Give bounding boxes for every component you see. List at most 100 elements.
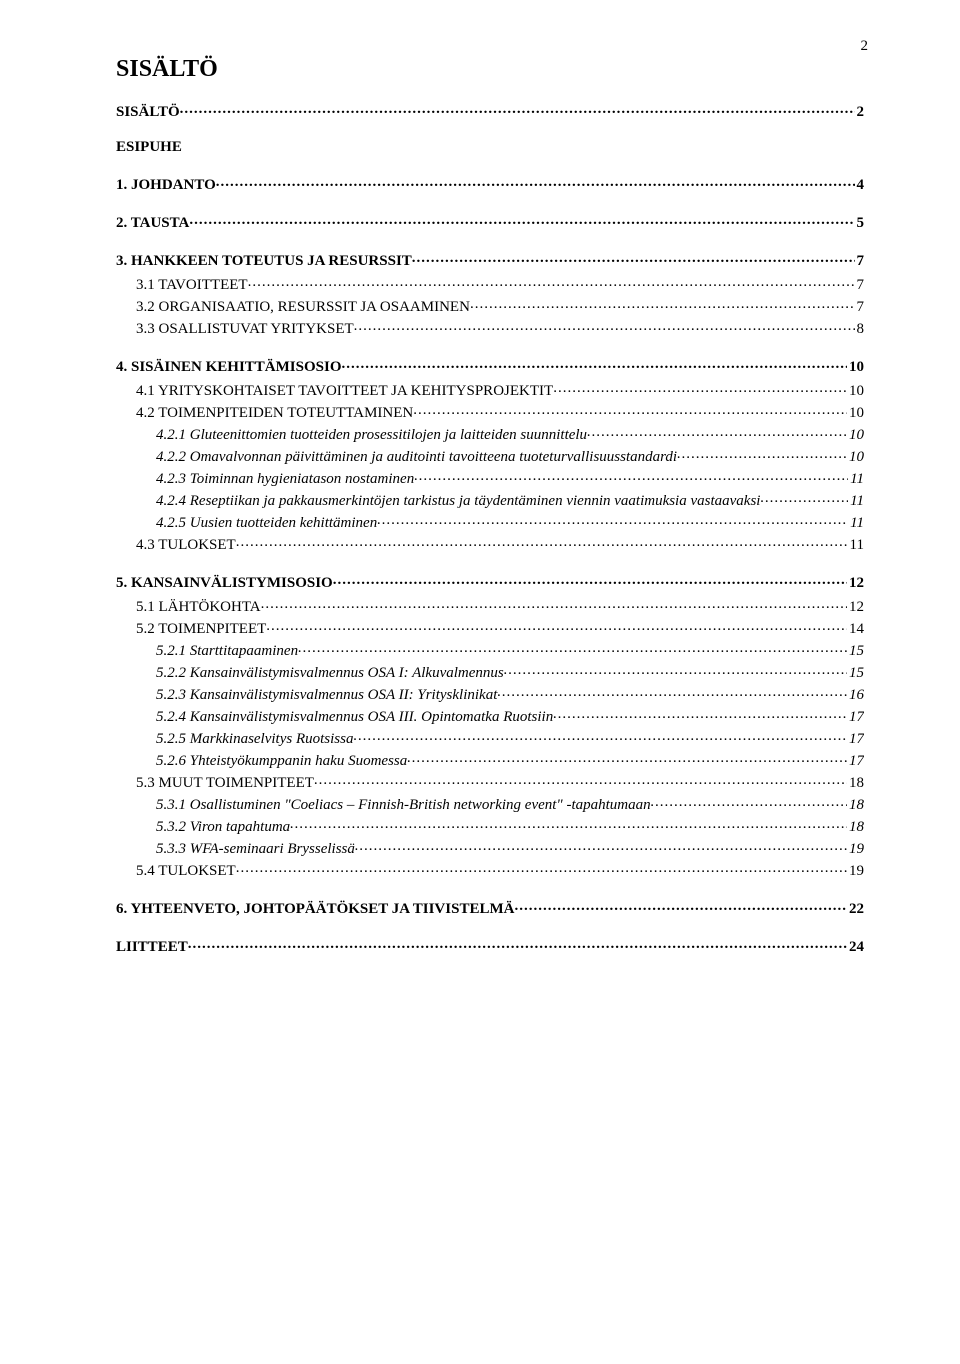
toc-label: 3.1 TAVOITTEET [136, 277, 248, 294]
toc-label: 5.3 MUUT TOIMENPITEET [136, 775, 314, 792]
toc-label: SISÄLTÖ [116, 104, 180, 121]
toc-label: 4.1 YRITYSKOHTAISET TAVOITTEET JA KEHITY… [136, 383, 553, 400]
toc-leader [553, 706, 847, 721]
toc-page: 18 [847, 819, 864, 836]
toc-label: 6. YHTEENVETO, JOHTOPÄÄTÖKSET JA TIIVIST… [116, 901, 514, 918]
toc-page: 10 [847, 359, 864, 376]
toc-label: 5. KANSAINVÄLISTYMISOSIO [116, 575, 333, 592]
toc-entry: 5.2 TOIMENPITEET14 [116, 618, 864, 638]
toc-page: 15 [847, 643, 864, 660]
toc-label: 5.4 TULOKSET [136, 863, 236, 880]
toc-label: 5.3.3 WFA-seminaari Brysselissä [156, 841, 355, 858]
toc-leader [514, 898, 847, 913]
toc-leader [266, 618, 847, 633]
toc-entry: 3.1 TAVOITTEET7 [116, 274, 864, 294]
toc-leader [407, 750, 847, 765]
toc-page: 16 [847, 687, 864, 704]
toc-entry: 5.3.2 Viron tapahtuma 18 [116, 816, 864, 836]
toc-page: 2 [855, 104, 865, 121]
toc-label: 5.2.2 Kansainvälistymisvalmennus OSA I: … [156, 665, 504, 682]
toc-label: 3.3 OSALLISTUVAT YRITYKSET [136, 321, 354, 338]
toc-page: 19 [847, 841, 864, 858]
toc-entry: 5.3 MUUT TOIMENPITEET 18 [116, 772, 864, 792]
toc-label: 2. TAUSTA [116, 215, 189, 232]
toc-entry: SISÄLTÖ 2 [116, 101, 864, 121]
toc-label: LIITTEET [116, 939, 188, 956]
document-title: SISÄLTÖ [116, 56, 864, 83]
toc-entry: 5.2.5 Markkinaselvitys Ruotsissa17 [116, 728, 864, 748]
toc-entry: 5.2.6 Yhteistyökumppanin haku Suomessa17 [116, 750, 864, 770]
toc-leader [261, 596, 847, 611]
toc-leader [298, 640, 847, 655]
toc-leader [553, 380, 847, 395]
toc-leader [412, 250, 855, 265]
toc-leader [587, 424, 847, 439]
toc-entry: 5.4 TULOKSET 19 [116, 860, 864, 880]
toc-entry: 5.2.3 Kansainvälistymisvalmennus OSA II:… [116, 684, 864, 704]
toc-label: 5.2.1 Starttitapaaminen [156, 643, 298, 660]
toc-label: 5.2.6 Yhteistyökumppanin haku Suomessa [156, 753, 407, 770]
toc-entry: 3. HANKKEEN TOTEUTUS JA RESURSSIT7 [116, 250, 864, 270]
toc-label: 4.3 TULOKSET [136, 537, 236, 554]
toc-leader [414, 468, 848, 483]
toc-entry: 4.2.4 Reseptiikan ja pakkausmerkintöjen … [116, 490, 864, 510]
toc-page: 12 [847, 575, 864, 592]
toc-label: 4.2.1 Gluteenittomien tuotteiden prosess… [156, 427, 587, 444]
toc-leader [290, 816, 847, 831]
toc-leader [497, 684, 847, 699]
toc-label: 5.3.2 Viron tapahtuma [156, 819, 290, 836]
toc-leader [216, 174, 855, 189]
toc-page: 22 [847, 901, 864, 918]
toc-entry: 4.2.1 Gluteenittomien tuotteiden prosess… [116, 424, 864, 444]
toc-entry: 5.2.4 Kansainvälistymisvalmennus OSA III… [116, 706, 864, 726]
toc-page: 11 [848, 515, 864, 532]
toc-page: 11 [848, 471, 864, 488]
toc-label: 3. HANKKEEN TOTEUTUS JA RESURSSIT [116, 253, 412, 270]
toc-page: 17 [847, 731, 864, 748]
toc-entry: 5.3.1 Osallistuminen "Coeliacs – Finnish… [116, 794, 864, 814]
toc-label: 1. JOHDANTO [116, 177, 216, 194]
toc-page: 18 [847, 775, 864, 792]
toc-leader [760, 490, 848, 505]
toc-page: 14 [847, 621, 864, 638]
toc-entry: 4.2.5 Uusien tuotteiden kehittäminen 11 [116, 512, 864, 532]
toc-leader [504, 662, 847, 677]
toc-entry: 4.3 TULOKSET11 [116, 534, 864, 554]
toc-entry: 5.1 LÄHTÖKOHTA12 [116, 596, 864, 616]
toc-label: 4. SISÄINEN KEHITTÄMISOSIO [116, 359, 341, 376]
toc-label: 5.3.1 Osallistuminen "Coeliacs – Finnish… [156, 797, 651, 814]
page-number: 2 [861, 38, 869, 55]
toc-entry: 4.2.2 Omavalvonnan päivittäminen ja audi… [116, 446, 864, 466]
toc-leader [470, 296, 855, 311]
toc-page: 7 [855, 299, 865, 316]
toc-leader [377, 512, 848, 527]
table-of-contents: SISÄLTÖ 2 ESIPUHE 1. JOHDANTO 4 2. TAUSTA5 3. … [116, 101, 864, 956]
toc-label: 5.2.3 Kansainvälistymisvalmennus OSA II:… [156, 687, 497, 704]
toc-label: 4.2.5 Uusien tuotteiden kehittäminen [156, 515, 377, 532]
toc-page: 19 [847, 863, 864, 880]
toc-entry: 5.2.2 Kansainvälistymisvalmennus OSA I: … [116, 662, 864, 682]
toc-entry: 4.2.3 Toiminnan hygieniatason nostaminen… [116, 468, 864, 488]
toc-entry: 2. TAUSTA5 [116, 212, 864, 232]
toc-page: 4 [855, 177, 865, 194]
toc-leader [188, 936, 847, 951]
toc-leader [413, 402, 847, 417]
toc-entry: 5.3.3 WFA-seminaari Brysselissä 19 [116, 838, 864, 858]
toc-label: 5.2.4 Kansainvälistymisvalmennus OSA III… [156, 709, 553, 726]
toc-leader [180, 101, 855, 116]
toc-entry: ESIPUHE [116, 139, 864, 156]
toc-label: ESIPUHE [116, 139, 182, 156]
toc-entry: 4. SISÄINEN KEHITTÄMISOSIO 10 [116, 356, 864, 376]
toc-page: 10 [847, 449, 864, 466]
toc-entry: 6. YHTEENVETO, JOHTOPÄÄTÖKSET JA TIIVIST… [116, 898, 864, 918]
toc-entry: 4.2 TOIMENPITEIDEN TOTEUTTAMINEN10 [116, 402, 864, 422]
toc-label: 4.2.3 Toiminnan hygieniatason nostaminen [156, 471, 414, 488]
toc-leader [236, 534, 848, 549]
toc-entry: 1. JOHDANTO 4 [116, 174, 864, 194]
toc-leader [355, 838, 847, 853]
toc-label: 4.2 TOIMENPITEIDEN TOTEUTTAMINEN [136, 405, 413, 422]
toc-entry: LIITTEET24 [116, 936, 864, 956]
toc-leader [248, 274, 855, 289]
toc-entry: 5.2.1 Starttitapaaminen 15 [116, 640, 864, 660]
toc-leader [314, 772, 847, 787]
